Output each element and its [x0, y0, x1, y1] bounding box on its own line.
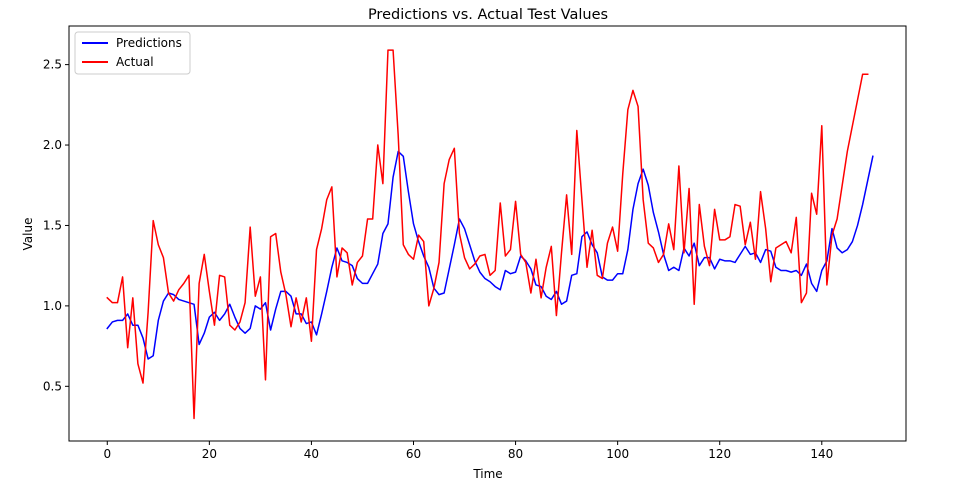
x-axis-label: Time [472, 467, 502, 481]
y-tick-label: 2.5 [43, 58, 62, 72]
chart-title: Predictions vs. Actual Test Values [368, 7, 608, 23]
y-axis-label: Value [21, 218, 35, 251]
legend-label-predictions: Predictions [116, 36, 182, 50]
legend-label-actual: Actual [116, 55, 154, 69]
x-axis: 0 20 40 60 80 100 120 140 [103, 441, 833, 461]
x-tick-label: 100 [606, 447, 629, 461]
x-tick-label: 140 [810, 447, 833, 461]
x-tick-label: 40 [304, 447, 319, 461]
x-tick-label: 20 [202, 447, 217, 461]
y-tick-label: 2.0 [43, 138, 62, 152]
y-tick-label: 1.0 [43, 299, 62, 313]
legend: Predictions Actual [74, 31, 191, 75]
x-tick-label: 0 [103, 447, 111, 461]
series-layer [106, 49, 874, 420]
y-tick-label: 0.5 [43, 379, 62, 393]
plot-area: 0 20 40 60 80 100 120 140 0.5 1.0 1.5 2.0 2.5 [43, 25, 907, 461]
y-axis: 0.5 1.0 1.5 2.0 2.5 [43, 58, 69, 393]
plot-frame [68, 25, 907, 442]
y-tick-label: 1.5 [43, 218, 62, 232]
x-tick-label: 120 [708, 447, 731, 461]
x-tick-label: 80 [508, 447, 523, 461]
series-line-predictions [106, 150, 874, 360]
series-line-actual [106, 49, 869, 420]
x-tick-label: 60 [406, 447, 421, 461]
